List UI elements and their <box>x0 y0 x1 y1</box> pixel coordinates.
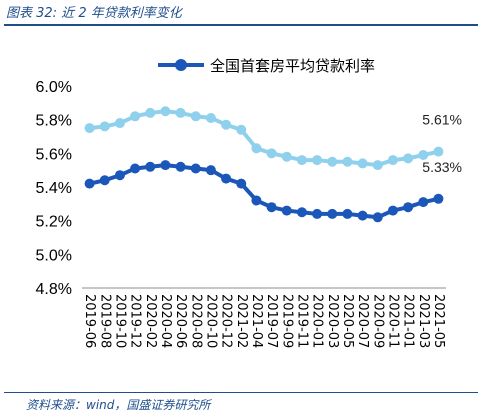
series-line-1 <box>89 109 439 168</box>
data-point <box>175 161 186 172</box>
x-tick-label: 2020-06 <box>173 294 188 348</box>
x-tick-label: 2020-10 <box>203 294 218 348</box>
data-point <box>236 178 247 189</box>
x-tick-label: 2020-01 <box>310 294 325 348</box>
data-point <box>403 202 414 213</box>
source-rule <box>4 392 478 393</box>
data-point <box>84 123 95 134</box>
data-point <box>175 107 186 118</box>
x-tick-label: 2021-02 <box>234 294 249 348</box>
x-tick-label: 2019-12 <box>128 294 143 348</box>
data-point <box>190 163 201 174</box>
data-point <box>387 205 398 216</box>
data-point <box>357 158 368 169</box>
chart-labels: 5.33% 5.61% <box>422 112 462 175</box>
data-point <box>433 146 444 157</box>
x-tick-label: 2020-03 <box>325 294 340 348</box>
data-point <box>372 160 383 171</box>
data-point <box>418 150 429 161</box>
data-point <box>327 208 338 219</box>
data-point <box>251 143 262 154</box>
x-tick-label: 2020-02 <box>143 294 158 348</box>
data-point <box>387 155 398 166</box>
data-point <box>418 197 429 208</box>
chart-legend: 全国首套房平均贷款利率 <box>158 57 375 75</box>
data-point <box>221 119 232 130</box>
data-point <box>266 148 277 159</box>
legend-label: 全国首套房平均贷款利率 <box>210 57 375 75</box>
x-tick-label: 2019-07 <box>264 294 279 348</box>
data-point <box>145 107 156 118</box>
y-tick-label: 6.0% <box>36 79 72 96</box>
data-point <box>296 155 307 166</box>
chart-series <box>84 106 444 223</box>
data-point <box>84 178 95 189</box>
y-tick-label: 5.6% <box>36 146 72 163</box>
data-point <box>266 202 277 213</box>
x-tick-label: 2019-10 <box>112 294 127 348</box>
data-point <box>205 165 216 176</box>
data-point <box>342 156 353 167</box>
series-line-0 <box>89 163 439 220</box>
data-point <box>190 111 201 122</box>
legend-swatch-marker <box>175 59 187 71</box>
chart-axes: 4.8%5.0%5.2%5.4%5.6%5.8%6.0%2019-06 2019-… <box>36 79 446 348</box>
data-point <box>372 212 383 223</box>
data-point <box>130 111 141 122</box>
y-tick-label: 4.8% <box>36 281 72 298</box>
y-tick-label: 5.4% <box>36 180 72 197</box>
data-point <box>296 207 307 218</box>
y-tick-label: 5.8% <box>36 113 72 130</box>
x-tick-label: 2021-03 <box>416 294 431 348</box>
data-point <box>221 173 232 184</box>
data-point <box>114 170 125 181</box>
figure-title: 图表 32: 近 2 年贷款利率变化 <box>6 6 182 21</box>
data-point <box>114 118 125 129</box>
data-point <box>433 193 444 204</box>
source-note: 资料来源：wind，国盛证券研究所 <box>26 398 211 412</box>
y-tick-label: 5.2% <box>36 214 72 231</box>
data-point <box>205 112 216 123</box>
x-tick-label: 2020-08 <box>188 294 203 348</box>
data-point <box>312 208 323 219</box>
data-point <box>130 163 141 174</box>
data-point <box>251 195 262 206</box>
x-tick-label: 2019-08 <box>97 294 112 348</box>
x-tick-label: 2021-01 <box>401 294 416 348</box>
data-point <box>357 210 368 221</box>
x-tick-label: 2021-05 <box>431 294 446 348</box>
end-value-label: 5.61% <box>422 112 462 128</box>
data-point <box>236 124 247 135</box>
data-point <box>99 175 110 186</box>
data-point <box>342 208 353 219</box>
x-tick-label: 2021-04 <box>249 294 264 348</box>
data-point <box>160 160 171 171</box>
x-tick-label: 2019-09 <box>279 294 294 348</box>
x-tick-label: 2019-11 <box>294 294 309 348</box>
x-tick-label: 2020-07 <box>355 294 370 348</box>
data-point <box>327 156 338 167</box>
data-point <box>99 121 110 132</box>
x-tick-label: 2019-06 <box>82 294 97 348</box>
y-tick-label: 5.0% <box>36 247 72 264</box>
x-tick-label: 2020-09 <box>370 294 385 348</box>
title-rule <box>4 24 478 26</box>
x-tick-label: 2020-11 <box>385 294 400 348</box>
data-point <box>403 153 414 164</box>
data-point <box>281 205 292 216</box>
data-point <box>281 151 292 162</box>
x-tick-label: 2020-05 <box>340 294 355 348</box>
end-value-label: 5.33% <box>422 159 462 175</box>
data-point <box>312 155 323 166</box>
x-tick-label: 2020-12 <box>219 294 234 348</box>
x-tick-label: 2020-04 <box>158 294 173 348</box>
data-point <box>160 106 171 117</box>
data-point <box>145 161 156 172</box>
